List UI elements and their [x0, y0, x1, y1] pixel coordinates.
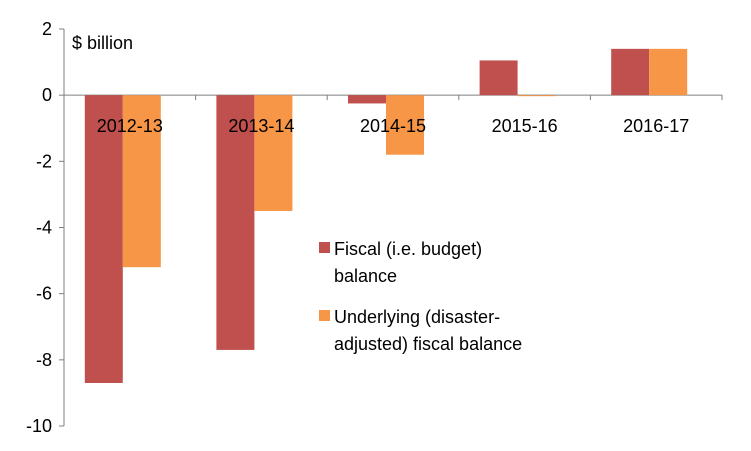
legend-swatch-underlying: [319, 310, 330, 321]
labels: 2 0 -2 -4 -6 -8 -10 2012-13 2013-14 2014-15 2015-1…: [26, 19, 689, 436]
x-category-label: 2016-17: [623, 116, 689, 136]
legend-label: adjusted) fiscal balance: [334, 334, 522, 354]
bar-fiscal-2015-16: [479, 60, 518, 96]
bar-underlying-2013-14: [254, 95, 293, 211]
legend-label: Underlying (disaster-: [334, 307, 500, 327]
legend: Fiscal (i.e. budget) balance Underlying (d…: [319, 239, 522, 354]
bar-underlying-2012-13: [122, 95, 161, 268]
bar-fiscal-2012-13: [84, 95, 123, 383]
bar-fiscal-2014-15: [348, 95, 386, 104]
bar-fiscal-2016-17: [611, 48, 650, 96]
y-tick-label: -6: [36, 284, 52, 304]
legend-label: balance: [334, 266, 397, 286]
y-tick-label: -10: [26, 416, 52, 436]
y-axis-unit-label: $ billion: [72, 33, 133, 53]
y-tick-label: -8: [36, 350, 52, 370]
y-tick-label: 0: [42, 85, 52, 105]
legend-label: Fiscal (i.e. budget): [334, 239, 482, 259]
bar-underlying-2014-15: [386, 95, 424, 155]
bars: [84, 48, 688, 383]
x-category-label: 2013-14: [228, 116, 294, 136]
bar-underlying-2015-16: [517, 95, 556, 97]
x-category-label: 2015-16: [492, 116, 558, 136]
x-category-label: 2012-13: [97, 116, 163, 136]
y-tick-label: 2: [42, 19, 52, 39]
legend-swatch-fiscal: [319, 242, 330, 253]
bar-underlying-2016-17: [649, 48, 688, 96]
bar-fiscal-2013-14: [216, 95, 255, 350]
y-tick-label: -2: [36, 151, 52, 171]
y-tick-label: -4: [36, 218, 52, 238]
x-category-label: 2014-15: [360, 116, 426, 136]
